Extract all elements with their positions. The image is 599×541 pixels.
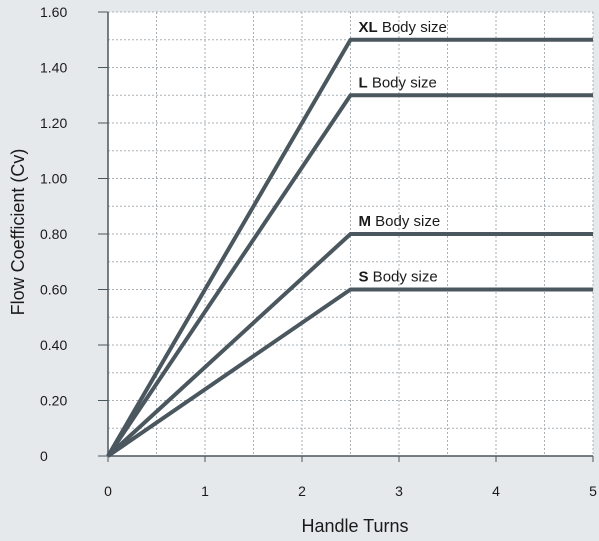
y-tick-label: 1.40 <box>40 60 67 76</box>
series-label-text: Body size <box>371 213 440 230</box>
y-tick-label: 0.60 <box>40 282 67 298</box>
series-label-xl: XL Body size <box>359 19 447 36</box>
x-tick-label: 1 <box>201 483 209 499</box>
series-label-size-code: XL <box>359 19 378 36</box>
y-tick-label: 0.80 <box>40 226 67 242</box>
series-label-size-code: L <box>359 74 368 91</box>
series-line-s <box>106 287 593 458</box>
x-tick-label: 5 <box>589 483 597 499</box>
series-label-m: M Body size <box>359 213 441 230</box>
series-label-s: S Body size <box>359 269 438 286</box>
axes <box>98 11 594 462</box>
x-tick-label: 4 <box>492 483 500 499</box>
y-tick-label: 1.60 <box>40 4 67 20</box>
series-lines <box>106 37 593 458</box>
x-axis-title: Handle Turns <box>301 516 408 536</box>
y-tick-label: 1.00 <box>40 171 67 187</box>
x-tick-label: 3 <box>395 483 403 499</box>
y-tick-label: 1.20 <box>40 115 67 131</box>
y-tick-label: 0.40 <box>40 337 67 353</box>
series-line-l <box>106 93 593 458</box>
series-line-xl <box>106 37 593 458</box>
series-label-l: L Body size <box>359 74 437 91</box>
y-tick-label: 0 <box>40 448 48 464</box>
y-tick-label: 0.20 <box>40 393 67 409</box>
series-label-size-code: S <box>359 269 369 286</box>
series-label-text: Body size <box>369 269 438 286</box>
series-label-text: Body size <box>368 74 437 91</box>
x-tick-label: 2 <box>298 483 306 499</box>
x-tick-label: 0 <box>104 483 112 499</box>
series-label-size-code: M <box>359 213 372 230</box>
y-axis-title: Flow Coefficient (Cv) <box>8 149 28 316</box>
tick-labels: 0 0.20 0.40 0.60 0.80 1.00 1.20 1.40 1.60 0 1 2 3 4 5 <box>40 4 597 499</box>
series-line-m <box>106 232 593 458</box>
series-label-text: Body size <box>378 19 447 36</box>
